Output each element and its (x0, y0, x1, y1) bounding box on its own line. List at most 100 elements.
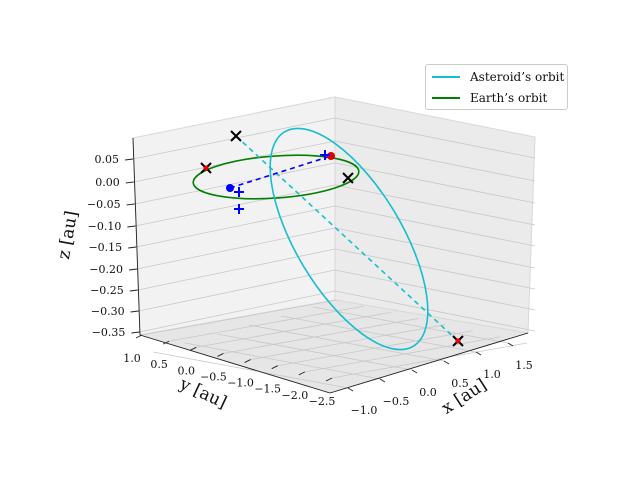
legend-label-earth: Earth’s orbit (470, 91, 548, 105)
gridlines (132, 117, 536, 389)
z-tick-6 (129, 289, 138, 292)
x-gridline-0 (152, 351, 349, 389)
z-tick-label-3: −0.10 (88, 220, 122, 233)
x-axis-line (329, 332, 529, 394)
asteroid-orbit (269, 127, 429, 351)
z-gridline-right-4 (334, 205, 536, 247)
z-gridline-right-5 (334, 227, 536, 269)
z-gridline-right-3 (334, 184, 536, 226)
x-tick-5 (507, 342, 514, 347)
back-pane-right (334, 96, 536, 334)
x-tick-0 (347, 387, 354, 392)
z-tick-label-0: 0.05 (95, 153, 120, 166)
z-axis-ticks: 0.05 0.00 −0.05 −0.10 −0.15 −0.20 −0.25 −0.30 −0… (87, 153, 126, 339)
z-tick-label-2: −0.05 (87, 198, 121, 211)
z-tick-4 (128, 246, 137, 249)
axis-lines (124, 137, 529, 394)
plus-marker-2 (234, 187, 244, 197)
y-tick-4 (244, 359, 251, 363)
z-axis-label: z [au] (54, 209, 82, 260)
y-tick-label-6: −2.0 (281, 389, 308, 402)
z-tick-5 (128, 268, 138, 271)
z-gridline-right-1 (334, 140, 536, 182)
y-gridline-7 (331, 342, 528, 379)
cross-marker-3 (342, 172, 354, 184)
blue-markers (226, 150, 330, 214)
z-gridline-right-8 (334, 290, 536, 332)
z-tick-label-6: −0.25 (90, 284, 124, 297)
earth-orbit (192, 154, 360, 200)
y-tick-label-7: −2.5 (309, 395, 336, 408)
z-gridline-8 (139, 290, 336, 333)
y-gridline-0 (141, 299, 338, 336)
z-tick-label-1: 0.00 (95, 176, 120, 189)
z-gridline-3 (135, 184, 336, 227)
z-tick-2 (126, 203, 135, 206)
z-tick-0 (124, 158, 134, 161)
z-tick-8 (131, 331, 140, 334)
y-gridline-3 (223, 318, 419, 354)
x-gridline-1 (184, 342, 381, 380)
legend: Asteroid’s orbit Earth’s orbit (425, 64, 568, 110)
y-gridline-4 (250, 324, 446, 360)
y-tick-7 (325, 377, 333, 382)
z-gridline-right-0 (334, 117, 536, 159)
x-gridline-5 (312, 306, 509, 344)
x-tick-3 (443, 360, 450, 365)
legend-item-asteroid: Asteroid’s orbit (432, 68, 564, 86)
x-tick-label-2: 0.0 (419, 386, 437, 399)
cross-markers (200, 130, 464, 347)
y-tick-6 (298, 371, 306, 376)
z-gridline-2 (134, 162, 336, 205)
x-tick-2 (411, 369, 418, 374)
x-tick-1 (379, 378, 386, 383)
y-tick-3 (217, 353, 224, 357)
z-axis-line (132, 137, 141, 336)
y-tick-label-2: 0.0 (178, 364, 196, 377)
y-axis-line (139, 334, 331, 394)
legend-swatch-asteroid (432, 76, 460, 78)
blue-point (226, 184, 234, 192)
red-markers (203, 152, 461, 344)
y-gridline-6 (304, 336, 500, 373)
legend-label-asteroid: Asteroid’s orbit (470, 70, 565, 84)
y-tick-5 (271, 365, 278, 370)
y-gridline-2 (196, 311, 392, 348)
legend-swatch-earth (432, 97, 460, 99)
z-gridline-right-7 (334, 269, 536, 311)
x-tick-label-4: 1.0 (483, 368, 501, 381)
y-tick-label-0: 1.0 (123, 352, 141, 365)
y-tick-2 (190, 346, 197, 351)
red-point-2 (455, 338, 461, 344)
y-tick-label-3: −0.5 (200, 370, 227, 383)
y-tick-label-1: 0.5 (150, 358, 168, 371)
z-tick-label-7: −0.30 (91, 305, 125, 318)
z-gridline-right-2 (334, 162, 536, 204)
y-tick-label-4: −1.0 (227, 377, 254, 390)
x-tick-label-1: −0.5 (383, 395, 410, 408)
z-tick-3 (127, 225, 136, 228)
y-tick-label-5: −1.5 (254, 383, 281, 396)
z-tick-7 (130, 310, 139, 313)
red-point-1 (203, 165, 209, 171)
cross-marker-1 (230, 130, 242, 142)
x-tick-label-0: −1.0 (351, 404, 378, 417)
z-tick-label-8: −0.35 (92, 326, 126, 339)
z-tick-label-5: −0.20 (89, 263, 123, 276)
z-tick-1 (125, 181, 134, 184)
x-gridline-2 (216, 333, 413, 371)
x-tick-label-5: 1.5 (515, 359, 533, 372)
z-gridline-4 (136, 205, 336, 248)
x-tick-4 (475, 351, 482, 356)
x-gridline-3 (248, 324, 445, 362)
y-axis-ticks: 1.0 0.5 0.0 −0.5 −1.0 −1.5 −2.0 −2.5 (123, 352, 335, 408)
x-axis-ticks: −1.0 −0.5 0.0 0.5 1.0 1.5 (351, 359, 533, 417)
z-gridline-right-6 (334, 248, 536, 290)
z-gridline-5 (136, 227, 336, 270)
z-tick-label-4: −0.15 (88, 241, 122, 254)
z-gridline-7 (138, 269, 336, 312)
y-gridline-1 (169, 305, 365, 342)
plus-marker-1 (320, 150, 330, 160)
x-tick-label-3: 0.5 (451, 377, 469, 390)
